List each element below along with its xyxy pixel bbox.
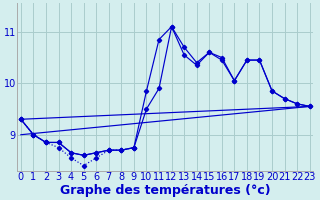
X-axis label: Graphe des températures (°c): Graphe des températures (°c) [60, 184, 271, 197]
